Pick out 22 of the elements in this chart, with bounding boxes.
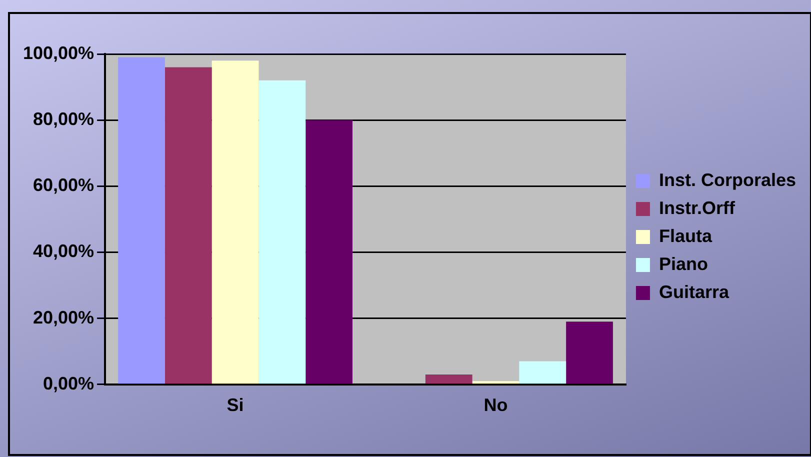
y-tick-label: 40,00% <box>32 241 94 262</box>
bar <box>306 120 352 384</box>
bar <box>519 361 566 384</box>
y-tick-label: 20,00% <box>32 307 94 328</box>
legend-label: Piano <box>658 254 708 274</box>
y-tick-label: 100,00% <box>22 42 94 63</box>
bar <box>212 60 259 384</box>
legend-label: Inst. Corporales <box>658 170 796 190</box>
bar <box>472 381 520 384</box>
legend-label: Flauta <box>658 226 713 246</box>
y-tick-label: 60,00% <box>32 175 94 196</box>
y-tick-label: 80,00% <box>32 109 94 130</box>
bar <box>118 57 165 384</box>
y-tick-label: 0,00% <box>43 373 94 394</box>
x-tick-label: Si <box>226 395 244 416</box>
x-tick-label: No <box>484 395 508 416</box>
bar <box>425 374 472 384</box>
legend-label: Guitarra <box>658 282 730 302</box>
legend-label: Instr.Orff <box>658 198 736 218</box>
bar <box>258 80 306 384</box>
bar <box>566 322 613 384</box>
bar <box>164 67 212 384</box>
